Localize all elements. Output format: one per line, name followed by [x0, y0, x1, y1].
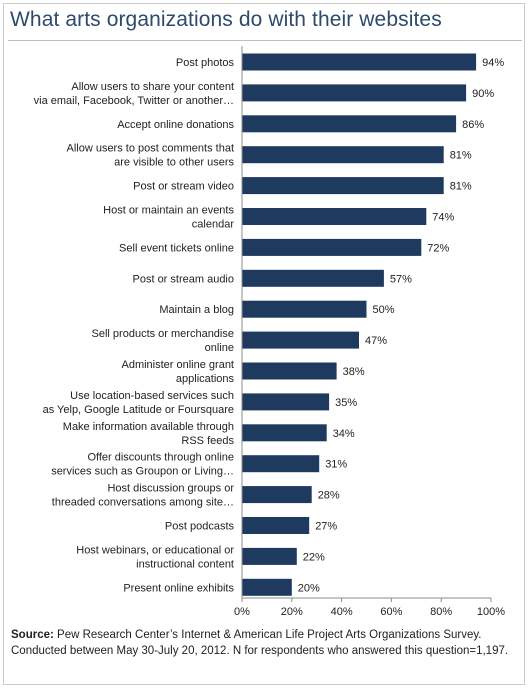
- value-label-8: 50%: [373, 304, 395, 316]
- value-label-7: 57%: [390, 273, 412, 285]
- category-label-10-1: applications: [176, 373, 235, 385]
- value-label-1: 90%: [472, 88, 494, 100]
- value-label-10: 38%: [343, 366, 365, 378]
- bar-8: [242, 300, 367, 318]
- source-label: Source:: [11, 629, 54, 641]
- bar-6: [242, 238, 422, 256]
- category-label-1-1: via email, Facebook, Twitter or another…: [34, 95, 234, 107]
- title-divider: [8, 40, 522, 41]
- value-label-12: 34%: [333, 428, 355, 440]
- category-label-15-0: Post podcasts: [165, 521, 235, 533]
- bar-2: [242, 115, 457, 133]
- category-label-17-0: Present online exhibits: [123, 582, 234, 594]
- bar-14: [242, 486, 312, 504]
- category-label-9-1: online: [205, 342, 234, 354]
- bar-7: [242, 269, 384, 287]
- value-label-17: 20%: [298, 582, 320, 594]
- bar-5: [242, 208, 427, 225]
- value-label-15: 27%: [315, 521, 337, 533]
- category-label-7-0: Post or stream audio: [133, 273, 235, 285]
- chart-title: What arts organizations do with their we…: [10, 8, 442, 31]
- value-label-5: 74%: [432, 212, 454, 224]
- bar-0: [242, 53, 477, 71]
- category-label-14-0: Host discussion groups or: [107, 483, 234, 495]
- bar-3: [242, 146, 444, 164]
- value-label-14: 28%: [318, 490, 340, 502]
- bar-11: [242, 393, 330, 411]
- category-label-4-0: Post or stream video: [133, 181, 234, 193]
- category-label-9-0: Sell products or merchandise: [92, 328, 234, 340]
- x-tick-label-2: 40%: [331, 606, 353, 618]
- category-label-14-1: threaded conversations among site…: [52, 497, 234, 509]
- category-label-16-0: Host webinars, or educational or: [76, 544, 234, 556]
- x-tick-label-4: 80%: [430, 606, 452, 618]
- bar-13: [242, 455, 320, 473]
- value-label-3: 81%: [450, 150, 472, 162]
- value-label-0: 94%: [482, 57, 504, 69]
- bar-4: [242, 177, 444, 195]
- chart-frame: [3, 3, 525, 685]
- category-label-1-0: Allow users to share your content: [71, 81, 234, 93]
- bar-9: [242, 331, 359, 349]
- value-label-13: 31%: [325, 459, 347, 471]
- category-label-6-0: Sell event tickets online: [119, 242, 234, 254]
- value-label-9: 47%: [365, 335, 387, 347]
- category-label-5-0: Host or maintain an events: [103, 205, 234, 217]
- category-label-5-1: calendar: [192, 219, 235, 231]
- category-label-3-1: are visible to other users: [114, 157, 234, 169]
- bar-17: [242, 578, 292, 596]
- x-tick-label-1: 20%: [281, 606, 303, 618]
- bar-10: [242, 362, 337, 380]
- category-label-13-1: services such as Groupon or Living…: [51, 466, 234, 478]
- bar-12: [242, 424, 327, 442]
- value-label-4: 81%: [450, 181, 472, 193]
- category-label-11-1: as Yelp, Google Latitude or Foursquare: [43, 404, 234, 416]
- value-label-11: 35%: [335, 397, 357, 409]
- bar-1: [242, 84, 467, 102]
- value-label-2: 86%: [462, 119, 484, 131]
- x-tick-label-0: 0%: [234, 606, 250, 618]
- category-label-10-0: Administer online grant: [121, 359, 234, 371]
- category-label-3-0: Allow users to post comments that: [66, 143, 234, 155]
- source-text: Pew Research Center’s Internet & America…: [11, 629, 509, 657]
- bar-15: [242, 517, 310, 534]
- category-label-8-0: Maintain a blog: [159, 304, 234, 316]
- x-tick-label-5: 100%: [477, 606, 505, 618]
- x-tick-label-3: 60%: [380, 606, 402, 618]
- category-label-12-1: RSS feeds: [181, 435, 234, 447]
- category-label-11-0: Use location-based services such: [70, 390, 234, 402]
- value-label-6: 72%: [427, 242, 449, 254]
- source-note: Source: Pew Research Center’s Internet &…: [11, 627, 516, 659]
- bar-chart: 94% Post photos 90% Allow users to share yo…: [34, 46, 505, 618]
- category-label-16-1: instructional content: [136, 558, 234, 570]
- category-label-0-0: Post photos: [176, 57, 235, 69]
- category-label-2-0: Accept online donations: [117, 119, 234, 131]
- bar-16: [242, 547, 297, 565]
- value-label-16: 22%: [303, 551, 325, 563]
- category-label-13-0: Offer discounts through online: [87, 452, 234, 464]
- category-label-12-0: Make information available through: [63, 421, 234, 433]
